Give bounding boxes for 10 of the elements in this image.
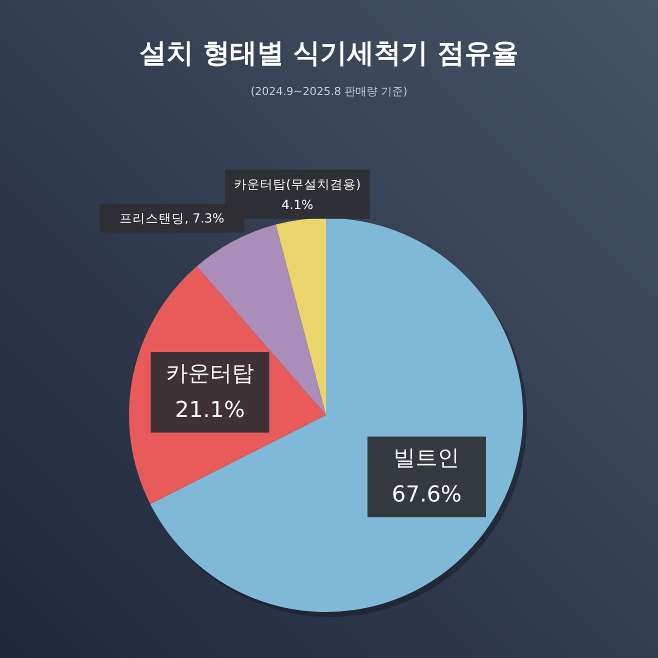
slice-label: 빌트인: [394, 446, 460, 472]
data-label: 4.1%: [282, 197, 314, 212]
chart-title: 설치 형태별 식기세척기 점유율: [139, 38, 519, 69]
pie-slice: [276, 218, 326, 415]
slice-label: 카운터탑(무설치겸용): [234, 176, 361, 192]
data-label: 21.1%: [175, 398, 245, 423]
slice-label: 프리스탠딩, 7.3%: [120, 210, 224, 226]
slice-label: 카운터탑: [166, 362, 254, 387]
text: (2024.9~2025.8 판매량 기준): [250, 85, 408, 98]
data-label: 67.6%: [392, 482, 462, 508]
